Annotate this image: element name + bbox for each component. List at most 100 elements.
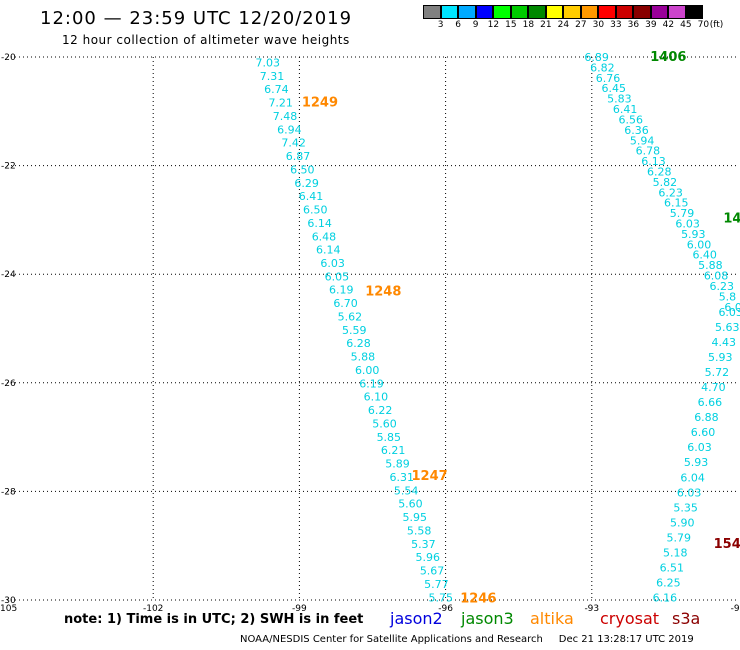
wave-height-label: 6.00 [687,238,712,251]
wave-height-label: 6.16 [653,591,678,604]
wave-height-label: 6.28 [647,165,672,178]
wave-height-label: 5.82 [653,176,678,189]
wave-height-label: 7.48 [273,110,298,123]
wave-height-label: 5.72 [705,366,730,379]
wave-height-label: 5.54 [394,484,419,497]
wave-height-label: 5.37 [411,538,436,551]
x-tick-label: -99 [292,604,307,614]
wave-height-label: 6.03 [320,257,345,270]
y-tick-label: -22 [1,162,16,172]
wave-height-label: 6.22 [368,404,393,417]
colorbar-swatch [440,5,458,19]
colorbar-swatch [545,5,563,19]
wave-height-label: 6.87 [286,150,311,163]
satellite-legend-jason2: jason2 [390,609,443,628]
y-tick-label: -28 [1,487,16,497]
x-tick-label: -96 [438,604,453,614]
colorbar-swatch [598,5,616,19]
wave-height-label: 6.23 [658,186,683,199]
colorbar-label: 45 [680,20,692,30]
y-tick-label: -20 [1,53,16,63]
colorbar-swatch [475,5,493,19]
wave-height-label: 5.60 [398,498,423,511]
wave-height-label: 6.36 [624,124,649,137]
wave-height-label: 6.66 [698,396,723,409]
wave-height-label: 6.28 [346,337,371,350]
x-tick-label: -93 [584,604,599,614]
time-label: 1406 [650,50,686,65]
colorbar-label: 3 [437,20,444,30]
footer-note: note: 1) Time is in UTC; 2) SWH is in fe… [64,612,364,627]
colorbar-label: 18 [522,20,535,30]
chart-title: 12:00 — 23:59 UTC 12/20/2019 [40,8,353,29]
colorbar-label: 15 [505,20,517,30]
wave-height-label: 5.88 [351,351,376,364]
wave-height-label: 6.03 [677,486,702,499]
wave-height-label: 6.03 [718,306,740,319]
wave-height-label: 6.13 [641,155,666,168]
colorbar-label: 6 [455,20,462,30]
wave-height-label: 6.88 [694,411,719,424]
wave-height-label: 6.60 [691,426,716,439]
wave-height-label: 5.89 [385,458,410,471]
wave-height-label: 6.78 [636,145,661,158]
x-tick-label: -105 [0,604,17,614]
wave-height-label: 6.08 [704,270,729,283]
colorbar-swatch [423,5,441,19]
colorbar-swatch [615,5,633,19]
wave-height-label: 5.18 [663,546,688,559]
wave-height-label: 6.19 [329,284,354,297]
wave-height-label: 5.63 [715,321,740,334]
wave-height-label: 6.29 [294,177,319,190]
wave-height-label: 6.70 [333,297,358,310]
x-tick-label: -90 [731,604,740,614]
wave-height-label: 6.03 [687,441,712,454]
wave-height-label: 6.41 [299,190,324,203]
time-label: 1247 [411,469,447,484]
wave-height-label: 6.14 [316,244,341,257]
wave-height-label: 5.93 [681,228,706,241]
wave-height-label: 6.0 [724,301,740,314]
wave-height-label: 6.41 [613,103,638,116]
wave-height-label: 5.83 [607,93,632,106]
wave-height-label: 7.42 [281,137,306,150]
wave-height-label: 6.50 [290,163,315,176]
satellite-legend-jason3: jason3 [461,609,514,628]
colorbar-label: 9 [472,20,479,30]
satellite-legend-s3a: s3a [672,609,701,628]
wave-height-label: 5.75 [428,591,453,604]
colorbar-label: 27 [575,20,587,30]
time-label: 1546 [714,537,740,552]
wave-height-label: 6.56 [619,113,644,126]
colorbar-label: 39 [645,20,657,30]
credit-text: NOAA/NESDIS Center for Satellite Applica… [240,634,543,645]
wave-height-label: 6.03 [675,218,700,231]
colorbar-label: 36 [627,20,640,30]
wave-height-label: 5.95 [403,511,428,524]
wave-height-label: 5.88 [698,259,723,272]
wave-height-label: 6.82 [590,61,615,74]
wave-height-label: 6.21 [381,444,406,457]
wave-height-label: 6.10 [364,391,389,404]
colorbar-label: 21 [540,20,552,30]
colorbar-label: 42 [662,20,675,30]
wave-height-label: 6.04 [680,471,705,484]
time-label: 1249 [302,96,338,111]
colorbar-swatch [685,5,703,19]
wave-height-label: 5.60 [372,417,397,430]
wave-height-label: 6.74 [264,83,289,96]
wave-height-label: 6.76 [596,72,621,85]
wave-height-label: 5.8 [719,290,737,303]
wave-height-label: 4.43 [712,336,737,349]
colorbar-label: 24 [557,20,570,30]
time-label: 1246 [460,591,496,606]
wave-height-label: 6.25 [656,576,681,589]
footer-credit: NOAA/NESDIS Center for Satellite Applica… [240,634,694,645]
wave-height-label: 5.62 [338,310,363,323]
timestamp: Dec 21 13:28:17 UTC 2019 [558,634,694,645]
wave-height-label: 6.94 [277,123,302,136]
colorbar-swatch [528,5,546,19]
wave-height-label: 6.31 [390,471,415,484]
colorbar-swatch [580,5,598,19]
colorbar-swatch [493,5,511,19]
